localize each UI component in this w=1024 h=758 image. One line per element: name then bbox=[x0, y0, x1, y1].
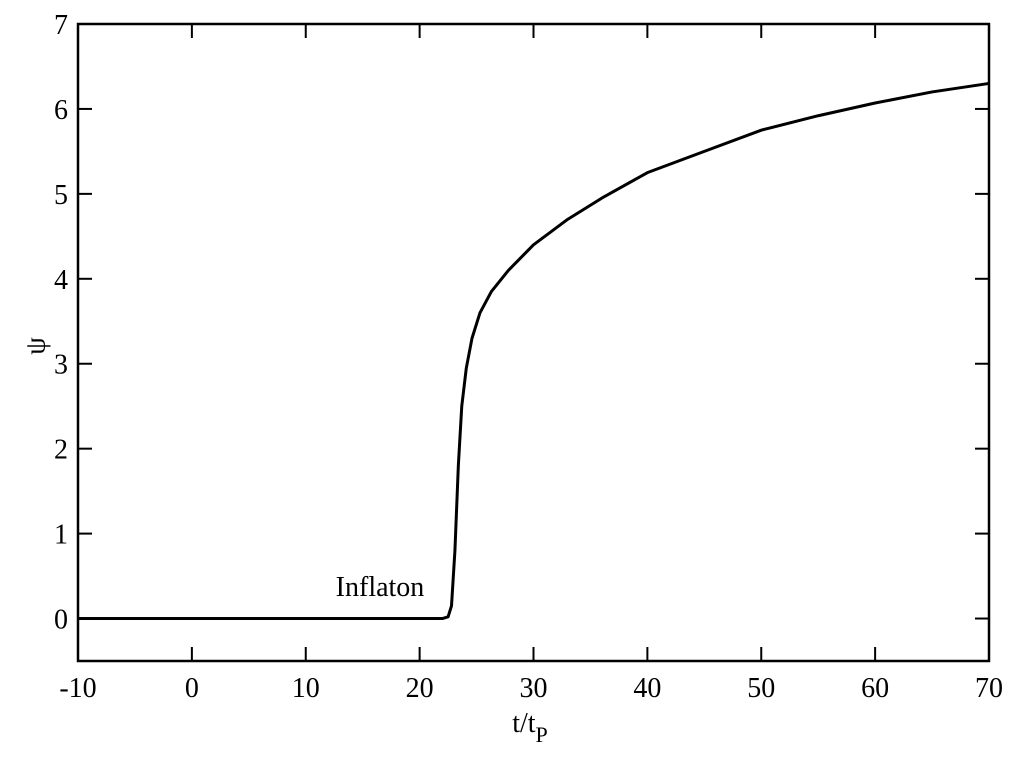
plot-frame bbox=[76, 22, 991, 663]
line-series bbox=[78, 81, 990, 621]
y-tick-label: 4 bbox=[54, 265, 68, 296]
x-tick-label: 30 bbox=[520, 673, 548, 704]
x-axis-title-main: t/t bbox=[512, 708, 536, 739]
y-axis-title: ψ bbox=[20, 337, 51, 355]
x-tick-label: -10 bbox=[59, 673, 96, 704]
x-tick-label: 60 bbox=[861, 673, 889, 704]
x-tick-label: 20 bbox=[406, 673, 434, 704]
y-tick-label: 7 bbox=[54, 10, 68, 41]
annotation: Inflaton bbox=[336, 572, 425, 603]
x-tick-label: 70 bbox=[975, 673, 1003, 704]
x-axis-title-subscript: P bbox=[536, 722, 548, 747]
y-tick-label: 6 bbox=[54, 95, 68, 126]
x-tick-label: 40 bbox=[633, 673, 661, 704]
y-tick-label: 0 bbox=[54, 605, 68, 636]
x-tick-label: 50 bbox=[747, 673, 775, 704]
x-tick-label: 0 bbox=[185, 673, 199, 704]
y-tick-label: 3 bbox=[54, 350, 68, 381]
x-tick-label: 10 bbox=[292, 673, 320, 704]
x-axis-title: t/tP bbox=[512, 708, 548, 747]
y-tick-label: 2 bbox=[54, 435, 68, 466]
y-tick-label: 5 bbox=[54, 180, 68, 211]
y-tick-label: 1 bbox=[54, 520, 68, 551]
